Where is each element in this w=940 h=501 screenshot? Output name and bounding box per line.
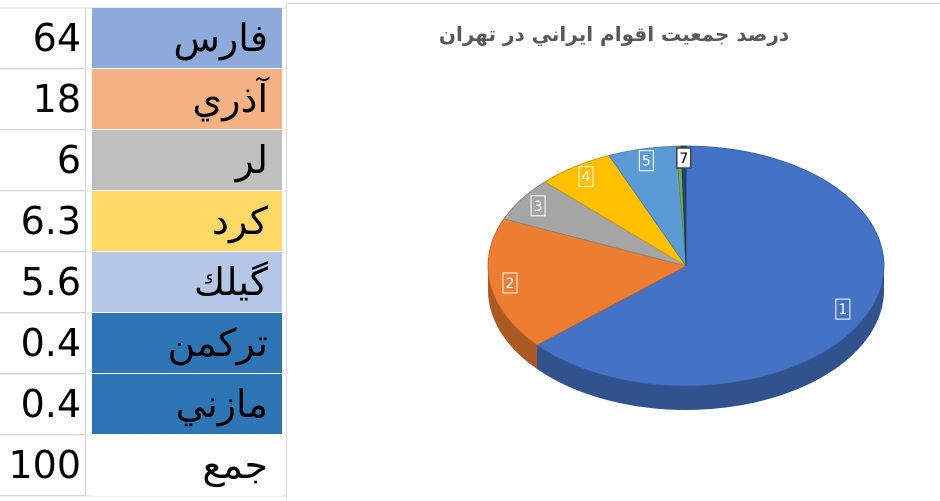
data-label-box (835, 298, 851, 320)
data-label: 1 (838, 302, 847, 318)
data-label-box (530, 195, 546, 217)
chart-area[interactable]: درصد جمعيت اقوام ايراني در تهران 1 2 3 4 5 7 (286, 3, 940, 499)
data-label-box (676, 147, 692, 169)
value-cell[interactable]: 6 (0, 130, 86, 191)
ethnicity-cell[interactable]: گيلك (92, 252, 282, 313)
value-cell[interactable]: 6.3 (0, 191, 86, 252)
table-row: 6 لر (0, 130, 286, 191)
ethnicity-cell[interactable]: جمع (92, 435, 282, 496)
data-label: 4 (582, 170, 591, 186)
table-row: 100 جمع (0, 435, 286, 496)
value-cell[interactable]: 64 (0, 8, 86, 69)
ethnicity-cell[interactable]: مازني (92, 374, 282, 435)
ethnicity-cell[interactable]: لر (92, 130, 282, 191)
data-label-box (502, 272, 518, 294)
data-label: 3 (534, 199, 543, 215)
pie-slice-1[interactable] (536, 145, 885, 387)
value-cell[interactable]: 0.4 (0, 374, 86, 435)
data-label: 7 (679, 151, 688, 167)
table-row: 6.3 كرد (0, 191, 286, 252)
data-label: 5 (642, 154, 651, 170)
ethnicity-cell[interactable]: كرد (92, 191, 282, 252)
chart-title: درصد جمعيت اقوام ايراني در تهران (438, 22, 790, 46)
value-cell[interactable]: 5.6 (0, 252, 86, 313)
ethnicity-cell[interactable]: تركمن (92, 313, 282, 374)
pie-chart[interactable]: 1 2 3 4 5 7 (287, 4, 940, 499)
value-cell[interactable]: 0.4 (0, 313, 86, 374)
table-row: 64 فارس (0, 8, 286, 69)
value-cell[interactable]: 18 (0, 69, 86, 130)
ethnicity-cell[interactable]: آذري (ترك) (92, 69, 282, 182)
data-label-box (638, 150, 654, 172)
pie-slice-side (488, 266, 538, 370)
data-label: 2 (506, 276, 515, 292)
pie-slice-7[interactable] (680, 145, 687, 267)
value-cell[interactable]: 100 (0, 435, 86, 496)
table-row: 5.6 گيلك (0, 252, 286, 313)
table-row: 0.4 مازني (0, 374, 286, 435)
ethnicity-cell[interactable]: فارس (92, 8, 282, 69)
pie-slice-side (537, 266, 884, 410)
pie-slice-2[interactable] (487, 218, 688, 346)
table-row: 0.4 تركمن (0, 313, 286, 374)
data-label-box (578, 166, 594, 188)
